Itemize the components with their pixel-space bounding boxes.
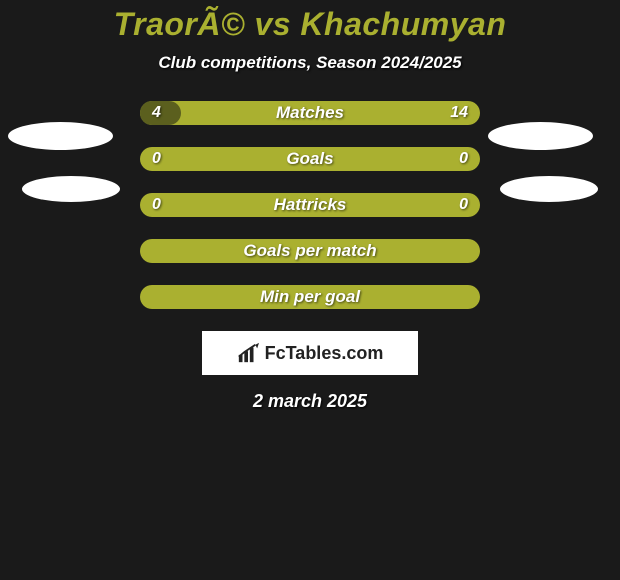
stat-row: Matches4 14 [140, 101, 480, 125]
comparison-title: TraorÃ© vs Khachumyan [0, 0, 620, 43]
stat-label: Min per goal [140, 285, 480, 309]
watermark: FcTables.com [202, 331, 418, 375]
bars-icon [237, 342, 259, 364]
stat-row: Goals per match [140, 239, 480, 263]
stat-label: Hattricks [140, 193, 480, 217]
stat-label: Goals [140, 147, 480, 171]
snapshot-date: 2 march 2025 [0, 391, 620, 412]
stat-value-right: 0 [459, 147, 468, 171]
stat-row: Goals0 0 [140, 147, 480, 171]
placeholder-ellipse [488, 122, 593, 150]
comparison-subtitle: Club competitions, Season 2024/2025 [0, 53, 620, 73]
stat-label: Goals per match [140, 239, 480, 263]
stat-value-left: 4 [152, 101, 161, 125]
stat-value-left: 0 [152, 193, 161, 217]
stat-value-left: 0 [152, 147, 161, 171]
placeholder-ellipse [8, 122, 113, 150]
placeholder-ellipse [22, 176, 120, 202]
watermark-text: FcTables.com [265, 343, 384, 364]
placeholder-ellipse [500, 176, 598, 202]
stat-row: Hattricks0 0 [140, 193, 480, 217]
stat-value-right: 0 [459, 193, 468, 217]
stat-value-right: 14 [450, 101, 468, 125]
stat-row: Min per goal [140, 285, 480, 309]
stat-label: Matches [140, 101, 480, 125]
